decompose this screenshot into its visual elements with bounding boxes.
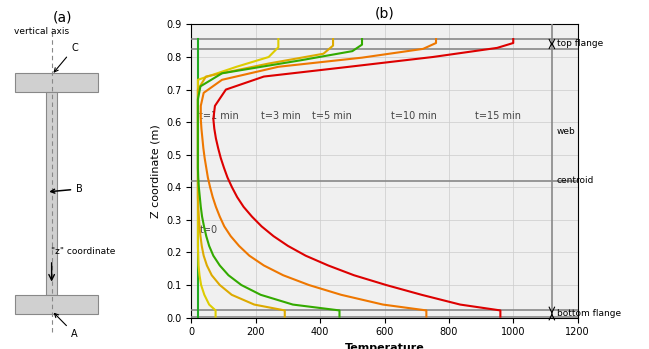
X-axis label: Temperature: Temperature xyxy=(345,343,424,349)
Text: (a): (a) xyxy=(53,10,73,24)
Bar xyxy=(15,295,97,314)
Text: t=15 min: t=15 min xyxy=(474,111,520,121)
Y-axis label: Z coordinate (m): Z coordinate (m) xyxy=(151,124,161,218)
Text: A: A xyxy=(55,313,78,339)
Text: t=0: t=0 xyxy=(199,225,217,235)
Text: vertical axis: vertical axis xyxy=(14,27,69,36)
Text: t=1 min: t=1 min xyxy=(199,111,239,121)
Text: t=5 min: t=5 min xyxy=(312,111,352,121)
Bar xyxy=(15,73,97,92)
Text: t=10 min: t=10 min xyxy=(391,111,437,121)
Text: top flange: top flange xyxy=(557,39,603,49)
Title: (b): (b) xyxy=(374,7,395,21)
Bar xyxy=(46,92,57,295)
Text: B: B xyxy=(51,184,83,194)
Text: "z" coordinate: "z" coordinate xyxy=(51,247,115,256)
Text: C: C xyxy=(55,43,78,72)
Text: web: web xyxy=(557,127,576,136)
Text: centroid: centroid xyxy=(557,176,594,185)
Text: t=3 min: t=3 min xyxy=(261,111,300,121)
Text: bottom flange: bottom flange xyxy=(557,309,621,318)
